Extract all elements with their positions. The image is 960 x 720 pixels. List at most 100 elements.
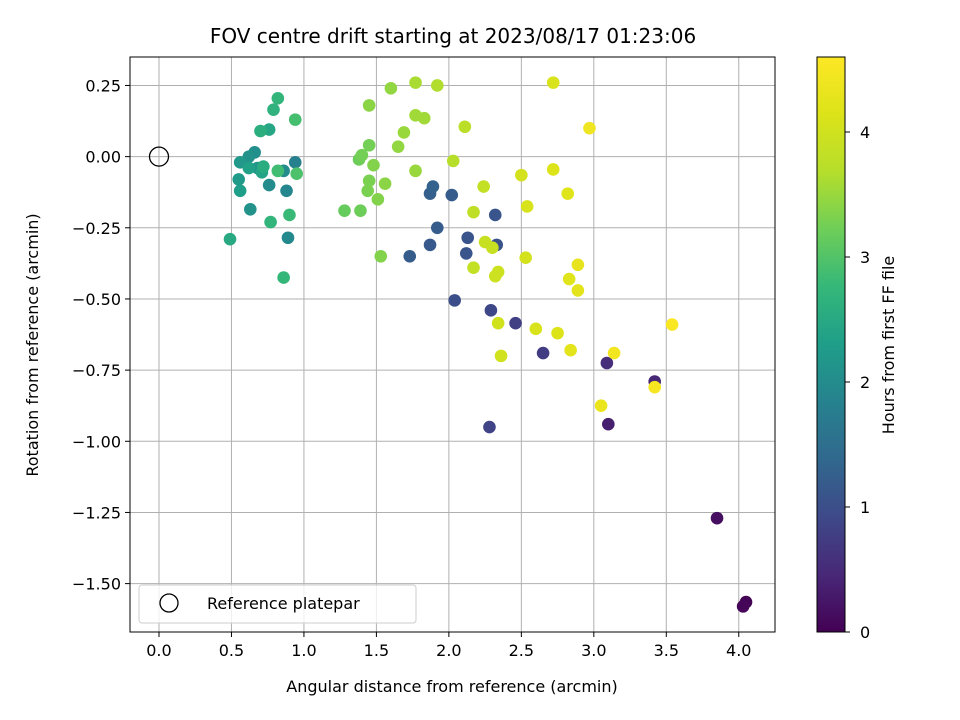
data-point: [458, 120, 472, 134]
y-tick-label: 0.00: [85, 148, 121, 167]
data-point: [280, 184, 293, 198]
data-point: [397, 126, 411, 139]
data-point: [710, 511, 724, 525]
data-point: [362, 174, 376, 188]
data-point: [423, 238, 437, 252]
data-point: [262, 178, 276, 192]
x-tick-label: 0.5: [219, 641, 244, 660]
data-point: [361, 184, 375, 198]
chart-title: FOV centre drift starting at 2023/08/17 …: [210, 24, 696, 48]
data-point: [371, 193, 385, 206]
colorbar-tick-label: 0: [860, 623, 870, 642]
x-axis-label: Angular distance from reference (arcmin): [286, 677, 617, 696]
data-point: [486, 241, 499, 255]
data-point: [430, 79, 444, 92]
colorbar-tick-label: 3: [860, 248, 870, 267]
colorbar-tick-label: 4: [860, 123, 870, 142]
data-point: [536, 346, 550, 360]
data-points: [223, 76, 753, 613]
y-axis-ticks: 0.25 0.00 −0.25 −0.50 −0.75 −1.00 −1.25 −1.50: [72, 76, 130, 594]
data-point: [594, 399, 608, 413]
data-point: [384, 82, 398, 95]
data-point: [583, 121, 596, 135]
y-tick-label: −1.50: [72, 575, 121, 594]
data-point: [367, 158, 380, 172]
x-tick-label: 3.5: [654, 641, 679, 660]
data-point: [290, 167, 303, 181]
x-tick-label: 1.0: [291, 641, 316, 660]
data-point: [520, 200, 534, 213]
data-point: [391, 140, 405, 153]
colorbar-gradient: [816, 56, 846, 633]
data-point: [602, 417, 615, 431]
colorbar-ticks: 0 1 2 3 4: [845, 123, 870, 642]
y-tick-label: 0.25: [85, 76, 121, 95]
data-point: [223, 232, 237, 246]
data-point: [288, 156, 302, 169]
data-point: [417, 111, 431, 125]
data-point: [529, 322, 543, 336]
colorbar-tick-label: 1: [860, 498, 870, 517]
legend: Reference platepar: [138, 584, 417, 624]
y-tick-label: −0.50: [72, 290, 121, 309]
data-point: [354, 204, 367, 218]
x-axis-ticks: 0.0 0.5 1.0 1.5 2.0 2.5 3.0 3.5 4.0: [146, 632, 751, 660]
data-point: [467, 261, 480, 274]
data-point: [477, 180, 490, 193]
data-point: [491, 265, 505, 279]
colorbar-label: Hours from first FF file: [879, 256, 898, 435]
data-point: [509, 316, 522, 330]
x-tick-label: 3.0: [581, 641, 606, 660]
x-tick-label: 2.5: [509, 641, 534, 660]
reference-marker-group: [148, 146, 170, 167]
y-tick-label: −0.75: [72, 361, 121, 380]
plot-frame: [129, 56, 776, 633]
data-point: [362, 138, 376, 152]
x-tick-label: 1.5: [364, 641, 389, 660]
x-tick-label: 2.0: [436, 641, 461, 660]
data-point: [267, 103, 280, 116]
data-point: [355, 148, 369, 162]
legend-label: Reference platepar: [207, 594, 360, 613]
x-tick-label: 0.0: [146, 641, 171, 660]
data-point: [600, 356, 614, 370]
data-point: [665, 318, 679, 331]
data-point: [409, 76, 422, 89]
data-point: [283, 208, 296, 222]
data-point: [491, 316, 505, 330]
data-point: [546, 76, 560, 89]
data-point: [271, 91, 285, 105]
data-point: [564, 343, 577, 357]
data-point: [430, 221, 444, 235]
y-tick-label: −1.00: [72, 432, 121, 451]
data-point: [484, 304, 498, 317]
data-point: [244, 202, 257, 216]
data-point: [648, 380, 661, 394]
data-point: [448, 294, 461, 307]
data-point: [338, 204, 351, 218]
data-point: [467, 205, 480, 219]
legend-box: [138, 584, 417, 624]
data-point: [403, 249, 417, 263]
data-point: [607, 346, 621, 360]
data-point: [281, 231, 295, 245]
data-point: [277, 271, 290, 284]
data-point: [374, 249, 388, 263]
data-point: [519, 251, 532, 264]
data-point: [362, 99, 376, 112]
reference-platepar-marker: [148, 146, 170, 167]
y-axis-label: Rotation from reference (arcmin): [23, 213, 42, 476]
data-point: [515, 168, 528, 182]
grid: [130, 57, 775, 632]
data-point: [445, 188, 459, 202]
data-point: [546, 163, 560, 176]
data-point: [378, 177, 392, 190]
data-point: [254, 124, 267, 138]
colorbar-tick-label: 2: [860, 373, 870, 392]
data-point: [264, 215, 277, 229]
data-point: [561, 187, 575, 200]
data-point: [459, 247, 473, 260]
data-point: [494, 349, 508, 363]
data-point: [409, 164, 422, 178]
data-point: [232, 173, 246, 186]
